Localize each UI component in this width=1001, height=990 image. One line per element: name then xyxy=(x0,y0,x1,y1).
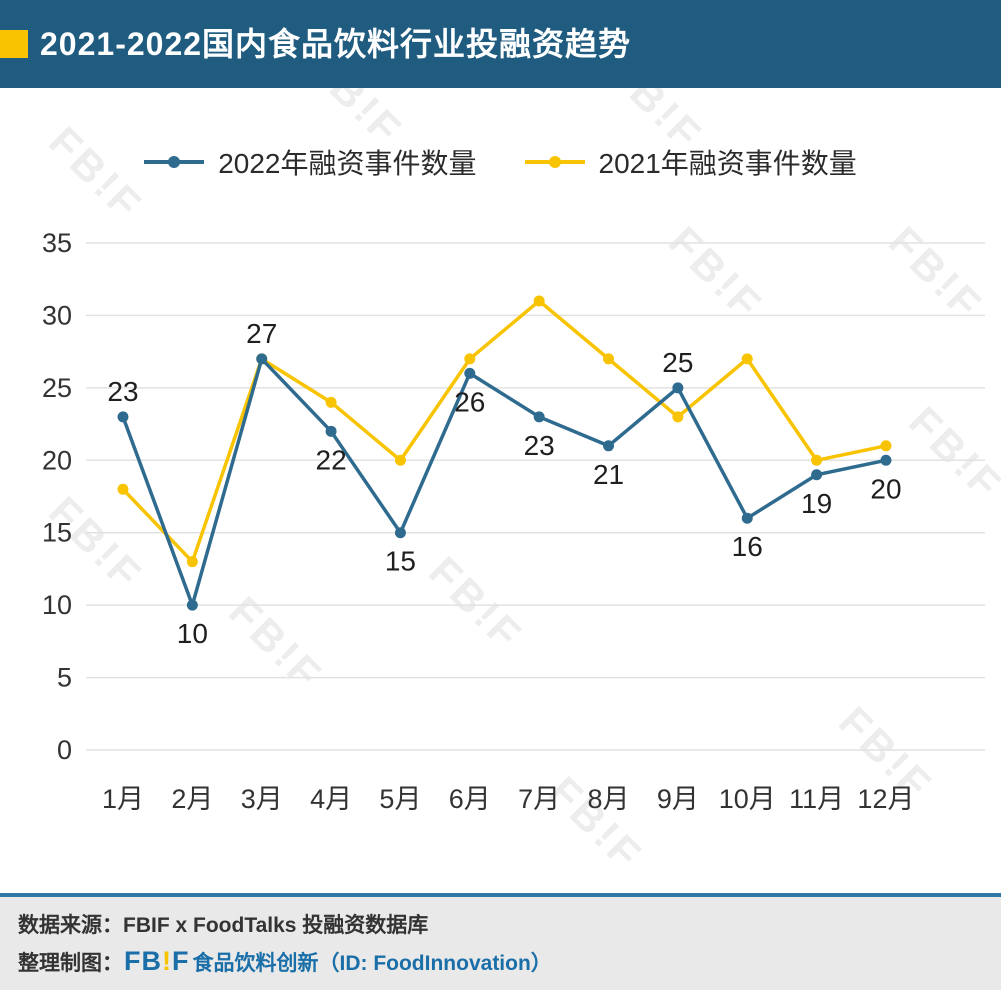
data-point xyxy=(186,599,198,611)
x-tick-label: 1月 xyxy=(102,784,144,814)
data-point xyxy=(464,353,476,365)
data-point xyxy=(394,527,406,539)
x-tick-label: 10月 xyxy=(719,784,776,814)
legend-label: 2022年融资事件数量 xyxy=(218,148,477,179)
logo-f: F xyxy=(172,946,190,976)
legend-label: 2021年融资事件数量 xyxy=(598,148,857,179)
data-label: 10 xyxy=(177,618,208,649)
accent-square xyxy=(0,30,28,58)
data-label: 23 xyxy=(107,376,138,407)
data-point xyxy=(811,469,823,481)
x-tick-label: 5月 xyxy=(379,784,421,814)
y-tick-label: 5 xyxy=(57,663,72,693)
data-label: 26 xyxy=(454,386,485,417)
y-tick-label: 15 xyxy=(42,518,72,548)
credit-line: 整理制图： FB!F 食品饮料创新（ID: FoodInnovation） xyxy=(18,946,1001,977)
x-tick-label: 4月 xyxy=(310,784,352,814)
data-label: 19 xyxy=(801,488,832,519)
footer: 数据来源：FBIF x FoodTalks 投融资数据库 整理制图： FB!F … xyxy=(0,893,1001,990)
header: 2021-2022国内食品饮料行业投融资趋势 xyxy=(0,0,1001,88)
data-label: 27 xyxy=(246,318,277,349)
chart-legend: 2022年融资事件数量 2021年融资事件数量 xyxy=(0,142,1001,182)
data-point xyxy=(741,512,753,524)
data-point xyxy=(672,382,684,394)
data-point xyxy=(533,295,545,307)
y-tick-label: 30 xyxy=(42,300,72,330)
x-tick-label: 6月 xyxy=(449,784,491,814)
data-point xyxy=(880,440,892,452)
data-point xyxy=(325,396,337,408)
data-point xyxy=(186,556,198,568)
data-source-line: 数据来源：FBIF x FoodTalks 投融资数据库 xyxy=(18,914,429,937)
data-point xyxy=(603,353,615,365)
credit-suffix: 食品饮料创新（ID: FoodInnovation） xyxy=(192,952,552,975)
data-point xyxy=(464,367,476,379)
series-line xyxy=(121,355,887,611)
credit-prefix: 整理制图： xyxy=(18,952,123,975)
data-point xyxy=(880,454,892,466)
legend-item: 2022年融资事件数量 xyxy=(144,142,477,182)
y-tick-label: 20 xyxy=(42,445,72,475)
data-point xyxy=(394,454,406,466)
data-label: 25 xyxy=(662,347,693,378)
y-tick-label: 35 xyxy=(42,228,72,258)
fbif-logo: FB!F xyxy=(124,946,190,977)
data-point xyxy=(533,411,545,423)
x-tick-label: 11月 xyxy=(789,784,844,814)
x-tick-label: 9月 xyxy=(657,784,699,814)
data-point xyxy=(117,411,129,423)
data-point xyxy=(741,353,753,365)
legend-item: 2021年融资事件数量 xyxy=(524,142,857,182)
y-tick-label: 0 xyxy=(57,735,72,765)
data-point xyxy=(256,353,268,365)
page-title: 2021-2022国内食品饮料行业投融资趋势 xyxy=(40,26,632,62)
x-tick-label: 7月 xyxy=(518,784,560,814)
data-label: 15 xyxy=(385,546,416,577)
data-label: 20 xyxy=(870,473,901,504)
logo-exclamation: ! xyxy=(162,946,172,976)
series-line xyxy=(121,298,887,565)
legend-marker xyxy=(144,156,205,168)
line-chart: 0 5 10 15 20 25 30 35 1月 2月 3月 4月 5月 6月 7月 8月 9月 10月 11月 12… xyxy=(42,228,985,814)
y-tick-label: 25 xyxy=(42,373,72,403)
data-point xyxy=(672,411,684,423)
legend-marker xyxy=(524,156,585,168)
x-tick-label: 2月 xyxy=(171,784,213,814)
data-label: 22 xyxy=(316,444,347,475)
data-point xyxy=(811,454,823,466)
y-tick-label: 10 xyxy=(42,590,72,620)
data-label: 21 xyxy=(593,459,624,490)
x-tick-label: 12月 xyxy=(857,784,914,814)
data-point xyxy=(117,483,129,495)
data-point xyxy=(603,440,615,452)
x-tick-label: 3月 xyxy=(241,784,283,814)
logo-fb: FB xyxy=(124,946,162,976)
data-point xyxy=(325,425,337,437)
data-label: 16 xyxy=(732,531,763,562)
x-tick-label: 8月 xyxy=(588,784,630,814)
data-label: 23 xyxy=(524,430,555,461)
